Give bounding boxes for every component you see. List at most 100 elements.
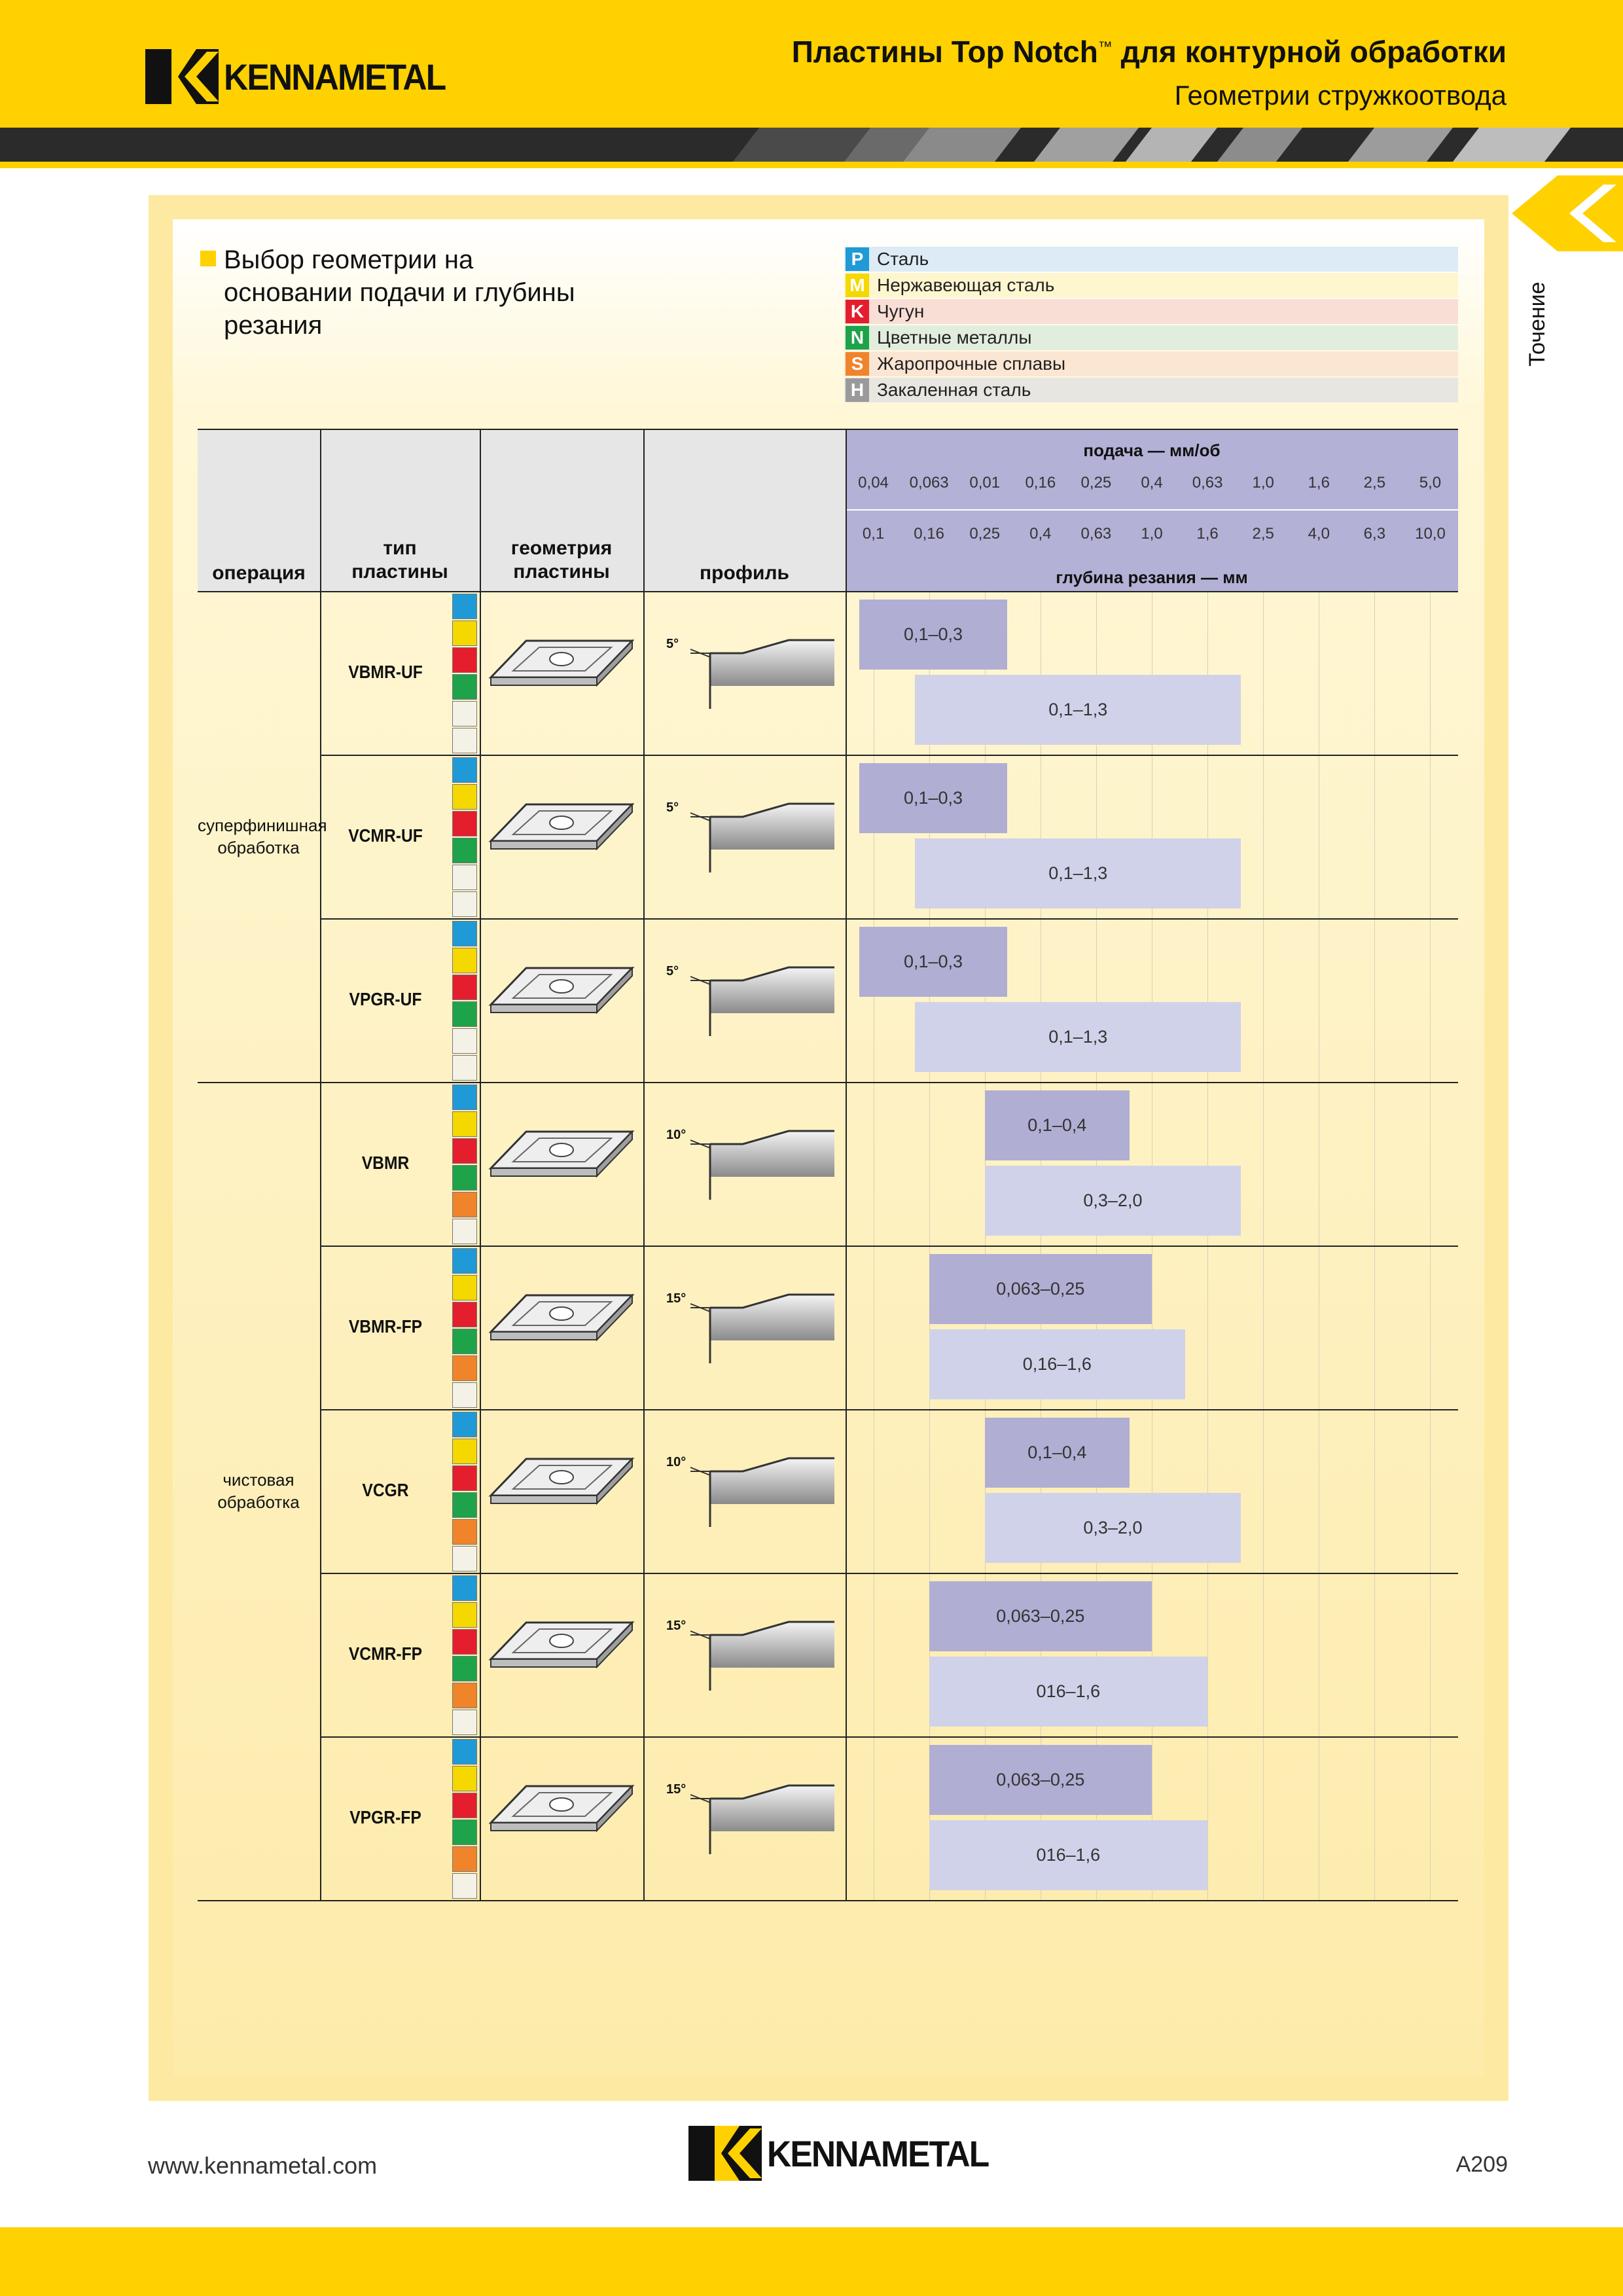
material-square (452, 1138, 477, 1164)
side-tab-chevron-icon[interactable] (1512, 175, 1623, 251)
footer-url[interactable]: www.kennametal.com (148, 2152, 378, 2179)
depth-tick-label: 0,25 (969, 525, 1001, 543)
material-square (452, 1519, 477, 1545)
material-square (452, 1575, 477, 1601)
feed-tick-label: 0,04 (858, 474, 889, 492)
material-square (452, 838, 477, 863)
page-title: Пластины Top Notch™ для контурной обрабо… (791, 35, 1507, 69)
legend-label: Сталь (877, 249, 929, 269)
depth-tick-label: 1,0 (1141, 525, 1163, 543)
legend-row-p: P Сталь (844, 247, 1458, 272)
legend-row-n: N Цветные металлы (844, 325, 1458, 350)
cutting-profile-icon (690, 1784, 834, 1854)
insert-geometry-icon (488, 1784, 635, 1833)
depth-range-bar: 0,3–2,0 (984, 1166, 1241, 1236)
insert-type-label: VPGR-FP (349, 1807, 421, 1827)
row-line (320, 1409, 1458, 1410)
feed-tick-label: 0,25 (1080, 474, 1112, 492)
material-square (452, 921, 477, 946)
operation-label: чистовая обработка (217, 1470, 300, 1512)
depth-range-bar: 0,3–2,0 (984, 1493, 1241, 1563)
feed-tick-label: 0,01 (969, 474, 1001, 492)
page-subtitle: Геометрии стружкоотвода (1174, 80, 1507, 111)
material-square (452, 647, 477, 673)
profile-angle-label: 5° (666, 800, 679, 815)
material-square (452, 948, 477, 973)
column-line (846, 429, 847, 1900)
material-square (452, 1766, 477, 1791)
material-square (452, 674, 477, 700)
material-square (452, 1492, 477, 1518)
depth-range-bar: 016–1,6 (929, 1820, 1208, 1890)
row-line (320, 1246, 1458, 1247)
insert-type-label: VBMR (361, 1153, 410, 1173)
footer-band (0, 2227, 1623, 2296)
profile-angle-label: 5° (666, 637, 679, 651)
depth-tick-label: 0,1 (862, 525, 885, 543)
material-square (452, 728, 477, 753)
material-square (452, 620, 477, 646)
material-square (452, 1219, 477, 1244)
depth-tick-label: 0,16 (914, 525, 944, 543)
header-operation: операция (212, 562, 306, 584)
depth-tick-label: 2,5 (1252, 525, 1274, 543)
section-heading: Выбор геометрии на основании подачи и гл… (224, 245, 575, 340)
material-square (452, 1465, 477, 1491)
depth-range-bar: 0,1–1,3 (915, 1002, 1241, 1072)
row-line (198, 1900, 1458, 1901)
header-feed: подача — мм/об (1083, 440, 1221, 460)
legend-label: Цветные металлы (877, 327, 1032, 348)
depth-range-bar: 0,1–1,3 (915, 838, 1241, 908)
material-square (452, 701, 477, 726)
material-square (452, 1355, 477, 1381)
material-square (452, 1412, 477, 1437)
insert-geometry-icon (488, 1130, 635, 1178)
material-square (452, 1820, 477, 1845)
feed-range-bar: 0,063–0,25 (929, 1254, 1152, 1324)
column-line (643, 429, 645, 1900)
material-square (452, 1165, 477, 1191)
brand-wordmark: KENNAMETAL (224, 56, 446, 98)
profile-angle-label: 10° (666, 1455, 687, 1469)
material-square (452, 1111, 477, 1137)
material-square (452, 891, 477, 917)
material-square (452, 1546, 477, 1571)
legend-badge: M (846, 274, 869, 297)
feed-range-bar: 0,1–0,4 (984, 1418, 1130, 1488)
material-square (452, 1192, 477, 1217)
material-square (452, 1439, 477, 1464)
insert-geometry-icon (488, 802, 635, 851)
cutting-profile-icon (690, 1457, 834, 1527)
material-square (452, 1739, 477, 1765)
header-insert-type: тип пластины (351, 537, 448, 583)
material-square (452, 1873, 477, 1899)
cutting-profile-icon (690, 966, 834, 1036)
feed-tick-label: 0,63 (1192, 474, 1223, 492)
header-bottom-line (198, 591, 1458, 592)
material-square (452, 1846, 477, 1872)
feed-tick-label: 0,4 (1141, 474, 1163, 492)
material-square (452, 757, 477, 783)
insert-type-label: VCMR-FP (348, 1643, 423, 1664)
legend-label: Чугун (877, 301, 925, 321)
header-band (0, 0, 1623, 128)
depth-range-bar: 0,1–1,3 (915, 675, 1241, 745)
depth-tick-label: 0,63 (1080, 525, 1112, 543)
heading-bullet-icon (200, 251, 216, 266)
feed-tick-label: 0,063 (909, 474, 949, 492)
depth-range-bar: 0,16–1,6 (929, 1329, 1186, 1399)
insert-geometry-icon (488, 1457, 635, 1505)
legend-row-m: M Нержавеющая сталь (844, 273, 1458, 298)
material-square (452, 1055, 477, 1081)
legend-badge: P (846, 247, 869, 271)
material-square (452, 1302, 477, 1327)
material-square (452, 1656, 477, 1681)
material-square (452, 811, 477, 836)
material-square (452, 1710, 477, 1735)
material-square (452, 1602, 477, 1628)
feed-tick-label: 1,0 (1252, 474, 1274, 492)
material-square (452, 1793, 477, 1818)
section-tab-label: Точение (1525, 281, 1550, 367)
material-square (452, 1028, 477, 1054)
kennametal-logo[interactable]: KENNAMETAL (145, 49, 465, 104)
